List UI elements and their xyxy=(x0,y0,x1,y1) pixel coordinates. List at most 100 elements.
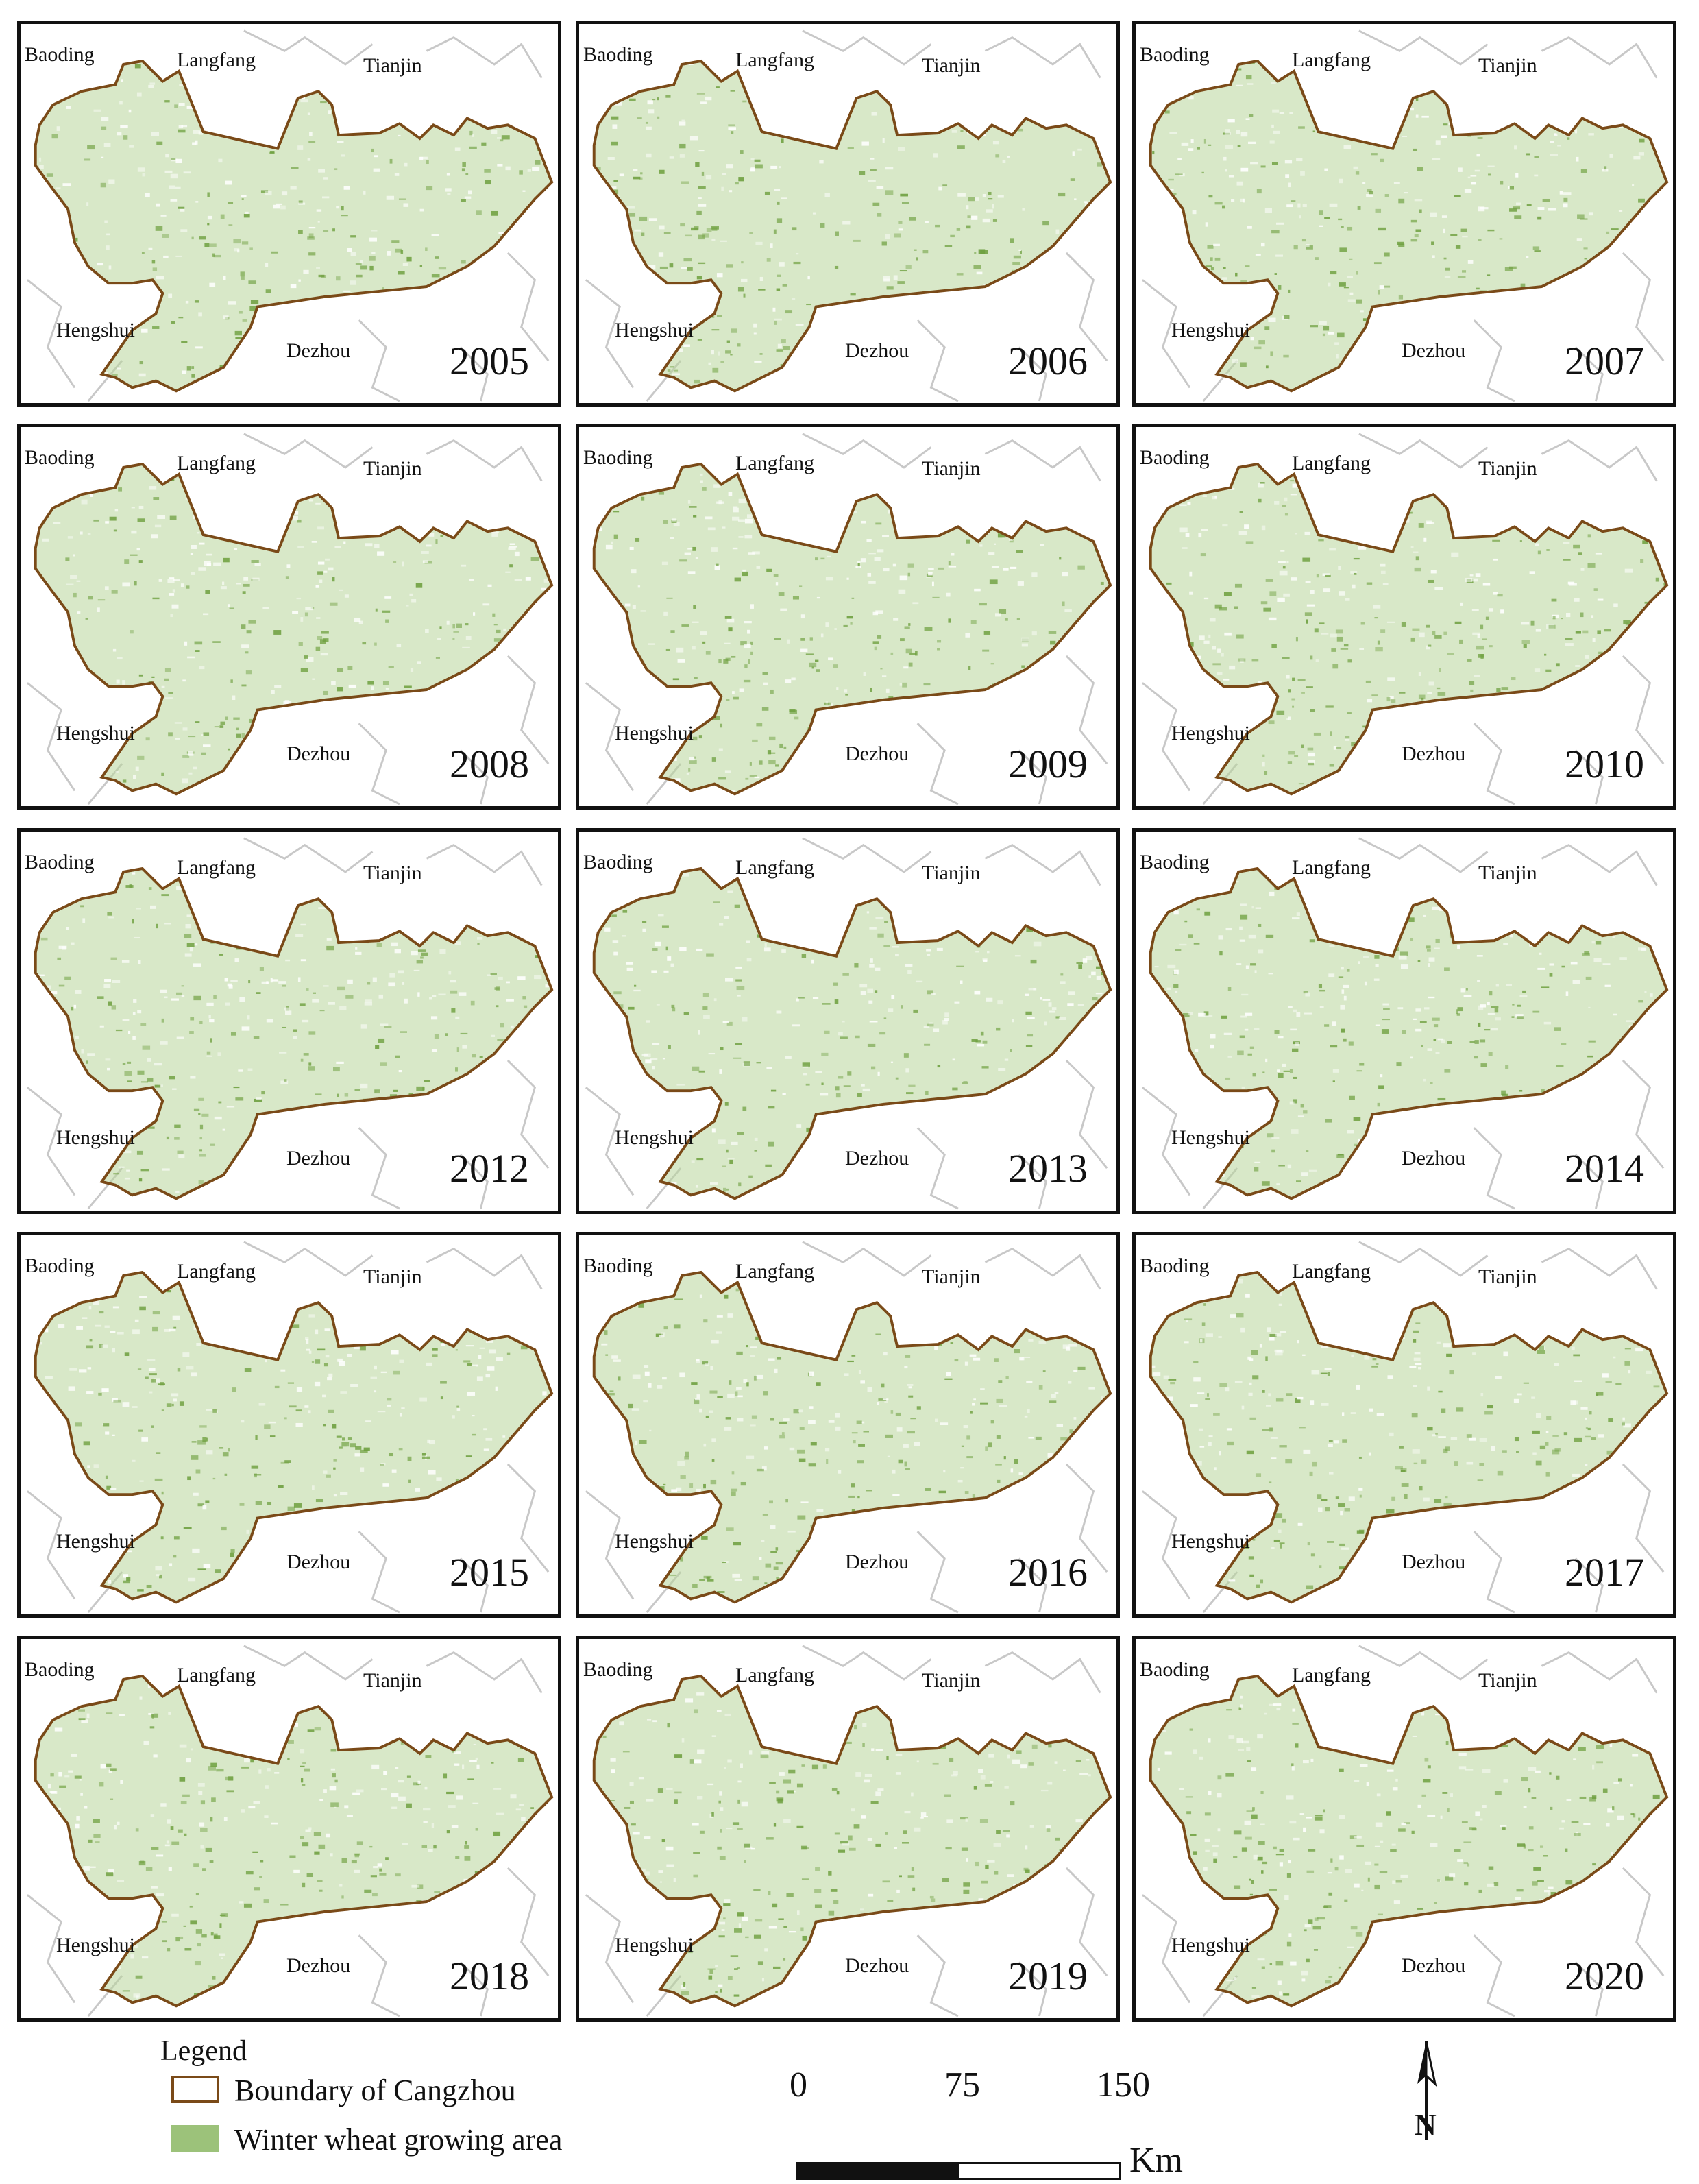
place-label-hengshui: Hengshui xyxy=(56,1530,135,1553)
neighbor-boundary-line xyxy=(916,723,959,805)
neighbor-boundary-line xyxy=(1541,843,1658,886)
place-label-hengshui: Hengshui xyxy=(56,1126,135,1149)
neighbor-boundary-line xyxy=(1541,439,1658,482)
place-label-dezhou: Dezhou xyxy=(286,1147,351,1169)
neighbor-boundary-line xyxy=(1473,723,1515,805)
neighbor-boundary-line xyxy=(1574,1154,1604,1209)
neighbor-boundary-line xyxy=(426,1247,543,1290)
place-label-langfang: Langfang xyxy=(177,1260,256,1283)
place-label-hengshui: Hengshui xyxy=(56,722,135,744)
neighbor-boundary-line xyxy=(358,1531,400,1614)
neighbor-boundary-line xyxy=(26,1490,76,1600)
map-panel: Baoding Langfang Tianjin Hengshui Dezhou 2010 xyxy=(1132,424,1676,810)
place-label-langfang: Langfang xyxy=(1292,856,1371,879)
place-label-tianjin: Tianjin xyxy=(363,1265,422,1288)
map-svg xyxy=(26,1241,554,1614)
place-label-baoding: Baoding xyxy=(583,851,653,873)
neighbor-boundary-line xyxy=(426,36,543,79)
panel-year: 2008 xyxy=(450,742,529,786)
map-panel: Baoding Langfang Tianjin Hengshui Dezhou 2008 xyxy=(17,424,561,810)
neighbor-boundary-line xyxy=(1018,1557,1047,1613)
neighbor-boundary-line xyxy=(1622,1463,1665,1573)
place-label-hengshui: Hengshui xyxy=(56,1934,135,1956)
neighbor-boundary-line xyxy=(585,682,635,792)
neighbor-boundary-line xyxy=(1141,682,1191,792)
map-svg xyxy=(1141,1645,1669,2017)
place-label-hengshui: Hengshui xyxy=(1171,1530,1250,1553)
legend-item-label: Winter wheat growing area xyxy=(234,2123,563,2157)
neighbor-boundary-line xyxy=(1541,36,1658,79)
north-label: N xyxy=(1415,2108,1437,2141)
place-label-baoding: Baoding xyxy=(1140,446,1210,469)
place-label-dezhou: Dezhou xyxy=(1402,339,1466,362)
neighbor-boundary-line xyxy=(1141,1490,1191,1600)
neighbor-boundary-line xyxy=(1574,346,1604,402)
neighbor-boundary-line xyxy=(984,1247,1101,1290)
neighbor-boundary-line xyxy=(243,433,374,469)
place-label-tianjin: Tianjin xyxy=(922,862,981,884)
panel-year: 2005 xyxy=(450,339,529,383)
map-panel: Baoding Langfang Tianjin Hengshui Dezhou 2013 xyxy=(576,828,1120,1214)
scale-tick-label: 75 xyxy=(944,2065,980,2104)
cangzhou-boundary xyxy=(1149,1674,1669,2008)
map-panel: Baoding Langfang Tianjin Hengshui Dezhou 2012 xyxy=(17,828,561,1214)
wheat-growing-area xyxy=(594,61,1111,391)
panel-year: 2012 xyxy=(450,1146,529,1191)
map-panel: Baoding Langfang Tianjin Hengshui Dezhou 2017 xyxy=(1132,1232,1676,1618)
neighbor-boundary-line xyxy=(916,1531,959,1614)
wheat-swatch xyxy=(171,2125,219,2152)
place-label-langfang: Langfang xyxy=(177,452,256,474)
place-label-hengshui: Hengshui xyxy=(615,319,694,341)
cangzhou-boundary xyxy=(34,1270,554,1604)
neighbor-boundary-line xyxy=(358,723,400,805)
place-label-langfang: Langfang xyxy=(177,1664,256,1686)
place-label-tianjin: Tianjin xyxy=(922,1669,981,1692)
neighbor-boundary-line xyxy=(506,1463,550,1573)
neighbor-boundary-line xyxy=(1141,279,1191,389)
neighbor-boundary-line xyxy=(358,319,400,402)
wheat-growing-area xyxy=(35,1676,552,2006)
panel-year: 2019 xyxy=(1008,1954,1088,1998)
place-label-tianjin: Tianjin xyxy=(922,1265,981,1288)
scale-bar xyxy=(796,2162,1121,2180)
neighbor-boundary-line xyxy=(1622,1867,1665,1977)
neighbor-boundary-line xyxy=(506,1867,550,1977)
map-svg xyxy=(585,1241,1112,1614)
wheat-growing-area xyxy=(1150,869,1667,1199)
neighbor-boundary-line xyxy=(26,279,76,389)
neighbor-boundary-line xyxy=(459,1154,489,1209)
place-label-baoding: Baoding xyxy=(25,1658,95,1681)
neighbor-boundary-line xyxy=(1018,749,1047,805)
place-label-dezhou: Dezhou xyxy=(845,339,909,362)
map-panel: Baoding Langfang Tianjin Hengshui Dezhou 2006 xyxy=(576,21,1120,407)
place-label-baoding: Baoding xyxy=(1140,1254,1210,1277)
cangzhou-boundary xyxy=(592,59,1112,393)
map-svg xyxy=(1141,1241,1669,1614)
legend-title: Legend xyxy=(160,2035,247,2067)
neighbor-boundary-line xyxy=(1358,837,1489,873)
panel-year: 2007 xyxy=(1565,339,1644,383)
place-label-langfang: Langfang xyxy=(735,452,814,474)
place-label-dezhou: Dezhou xyxy=(845,1551,909,1573)
wheat-growing-area xyxy=(1150,1676,1667,2006)
neighbor-boundary-line xyxy=(984,1651,1101,1694)
place-label-baoding: Baoding xyxy=(583,446,653,469)
neighbor-boundary-line xyxy=(1541,1651,1658,1694)
place-label-tianjin: Tianjin xyxy=(922,457,981,480)
neighbor-boundary-line xyxy=(802,433,932,469)
panel-year: 2013 xyxy=(1008,1146,1088,1191)
neighbor-boundary-line xyxy=(1473,1127,1515,1210)
neighbor-boundary-line xyxy=(426,439,543,482)
neighbor-boundary-line xyxy=(802,1645,932,1681)
neighbor-boundary-line xyxy=(1622,655,1665,765)
place-label-tianjin: Tianjin xyxy=(363,54,422,77)
place-label-hengshui: Hengshui xyxy=(1171,1934,1250,1956)
neighbor-boundary-line xyxy=(1018,1154,1047,1209)
place-label-hengshui: Hengshui xyxy=(615,1126,694,1149)
place-label-dezhou: Dezhou xyxy=(845,1147,909,1169)
north-arrow: N xyxy=(1402,2036,1450,2146)
place-label-hengshui: Hengshui xyxy=(1171,1126,1250,1149)
neighbor-boundary-line xyxy=(1358,1645,1489,1681)
map-svg xyxy=(1141,837,1669,1210)
neighbor-boundary-line xyxy=(459,346,489,402)
